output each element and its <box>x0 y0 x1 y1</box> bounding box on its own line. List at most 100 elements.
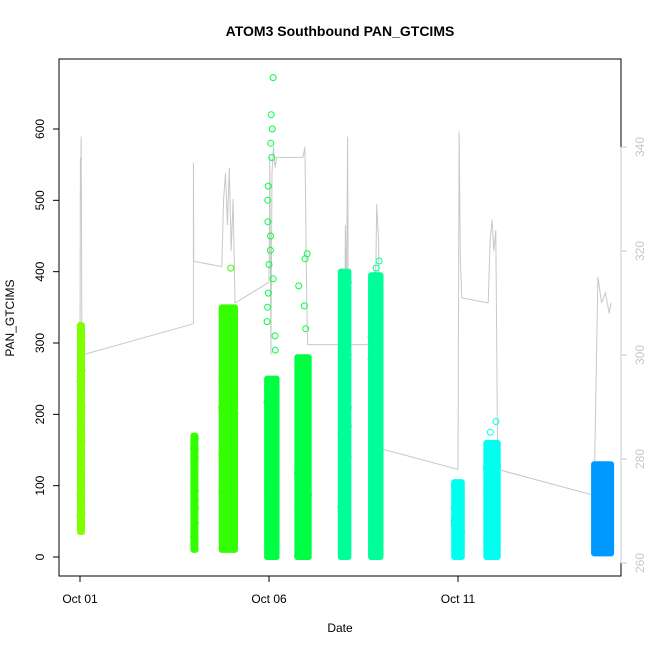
data-point <box>230 508 237 516</box>
data-point <box>301 431 309 439</box>
data-point <box>594 494 602 501</box>
data-point <box>597 544 605 552</box>
data-point <box>191 438 198 446</box>
data-point <box>374 351 382 359</box>
data-point <box>228 457 236 465</box>
data-point <box>227 465 235 473</box>
y2-tick-label: 300 <box>633 345 647 365</box>
data-point <box>490 496 498 504</box>
data-point <box>297 378 305 385</box>
data-point <box>270 537 278 545</box>
data-point <box>450 481 458 489</box>
data-point <box>456 542 464 550</box>
data-point <box>78 339 86 347</box>
data-point <box>298 461 306 469</box>
data-point <box>453 536 461 544</box>
y-axis-label: PAN_GTCIMS <box>3 279 17 356</box>
data-point <box>226 480 234 488</box>
data-point <box>338 444 346 452</box>
x-axis: Oct 01 Oct 06 Oct 11 <box>62 575 476 606</box>
data-point <box>271 393 279 401</box>
data-point <box>343 364 351 372</box>
data-point <box>190 505 198 513</box>
data-point <box>374 500 381 508</box>
data-point <box>492 418 500 425</box>
data-point <box>371 284 379 292</box>
data-point <box>374 434 381 442</box>
data-point <box>493 467 501 475</box>
data-point <box>602 527 610 535</box>
data-point <box>367 333 375 341</box>
data-point <box>77 382 85 390</box>
data-point <box>375 257 383 265</box>
data-point <box>593 536 600 544</box>
data-point <box>231 340 239 348</box>
data-point <box>342 465 349 473</box>
y2-tick-label: 340 <box>633 137 647 157</box>
data-point <box>344 487 352 495</box>
data-point <box>606 537 614 544</box>
data-point <box>341 271 349 279</box>
chart-title: ATOM3 Southbound PAN_GTCIMS <box>226 23 455 39</box>
data-point <box>77 477 85 485</box>
data-point <box>372 264 380 272</box>
data-point <box>491 478 499 486</box>
data-point <box>337 503 345 511</box>
data-point <box>77 370 85 378</box>
data-point <box>271 405 279 413</box>
data-point <box>271 346 279 354</box>
data-point <box>77 441 85 449</box>
data-point <box>76 322 84 329</box>
data-point <box>367 536 375 544</box>
data-point <box>272 472 280 480</box>
data-point <box>264 303 272 311</box>
secondary-line-segment <box>497 468 595 496</box>
x-tick-label: Oct 11 <box>441 592 476 606</box>
data-point <box>374 464 382 472</box>
y-tick-label: 100 <box>33 475 47 495</box>
data-point <box>338 320 346 328</box>
data-point <box>457 540 465 547</box>
data-point <box>77 394 85 402</box>
data-point <box>342 474 349 482</box>
data-point <box>302 325 310 333</box>
data-point <box>344 453 352 461</box>
data-point <box>344 433 352 441</box>
data-point <box>270 546 278 554</box>
secondary-line-segment <box>234 281 270 304</box>
data-point <box>372 519 380 527</box>
data-point <box>271 492 279 500</box>
y-axis-left: 0 100 200 300 400 500 600 <box>33 119 60 560</box>
data-point <box>228 400 236 408</box>
data-point <box>264 218 272 226</box>
data-point <box>372 514 380 522</box>
data-point <box>368 302 376 310</box>
data-point <box>226 345 234 353</box>
data-point <box>342 388 350 396</box>
data-point <box>191 545 199 553</box>
data-point <box>272 500 280 507</box>
data-point <box>266 246 274 254</box>
data-point <box>374 444 382 452</box>
data-point <box>77 444 85 452</box>
data-point <box>295 395 303 403</box>
data-point <box>223 322 231 330</box>
y-tick-label: 600 <box>33 119 47 139</box>
data-point <box>77 351 85 359</box>
data-point <box>450 521 458 529</box>
data-point <box>592 469 599 477</box>
data-point <box>272 424 280 432</box>
data-point <box>219 387 227 394</box>
data-point <box>76 491 84 499</box>
data-point <box>294 469 302 477</box>
data-point <box>271 409 279 417</box>
data-point <box>230 524 238 532</box>
data-point <box>294 448 302 456</box>
data-point <box>191 532 199 540</box>
data-point <box>300 445 308 453</box>
data-point <box>264 383 272 391</box>
data-point <box>376 288 384 296</box>
data-point <box>268 519 275 527</box>
data-point <box>229 325 237 333</box>
data-point <box>266 539 274 547</box>
